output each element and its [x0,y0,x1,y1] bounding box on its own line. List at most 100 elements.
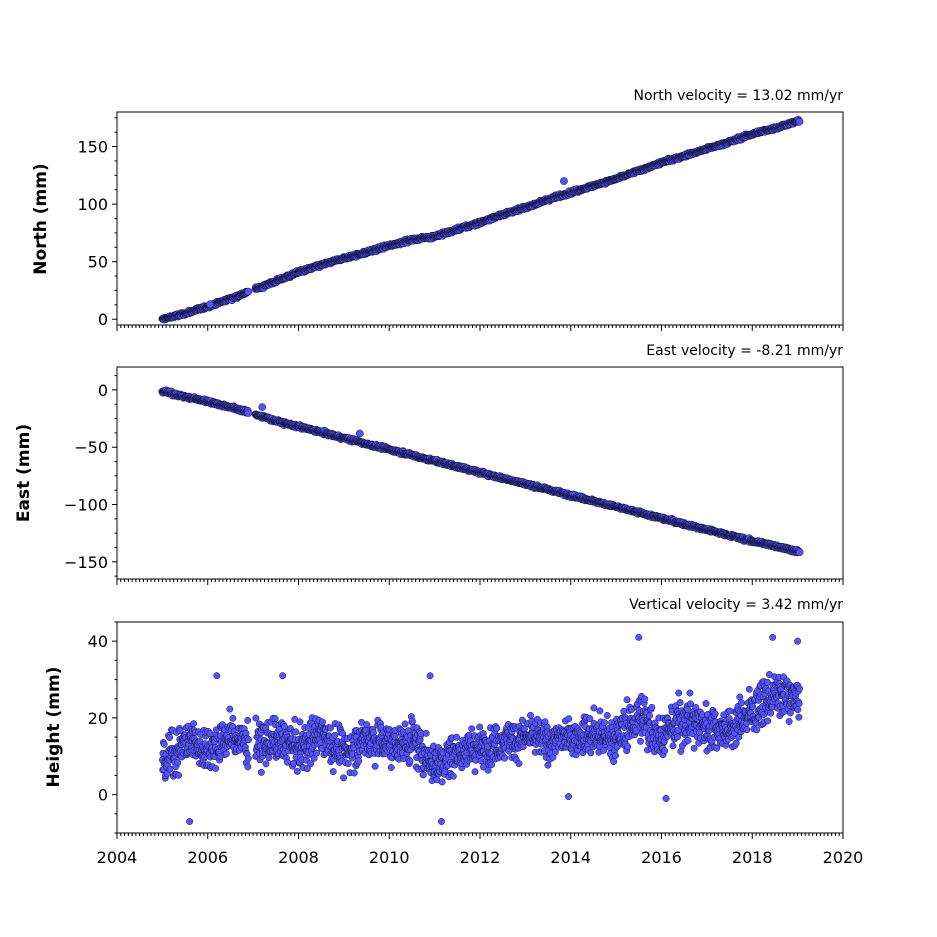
y-tick-label: −50 [74,438,108,457]
data-point [257,768,265,776]
data-point [684,736,692,744]
data-point [271,715,279,722]
data-point [408,717,416,725]
data-point [206,730,214,737]
y-tick-label: 100 [77,195,108,214]
data-point [244,409,253,417]
east-y-ticks: 0−50−100−150 [64,375,117,577]
data-point [226,705,234,713]
height-panel: Vertical velocity = 3.42 mm/yr Height (m… [44,597,863,867]
data-point [587,749,595,757]
data-point [391,732,399,740]
data-point [190,720,197,728]
east-velocity-title: East velocity = -8.21 mm/yr [646,343,843,359]
y-tick-label: 50 [88,253,108,272]
data-point [603,712,611,719]
data-point [244,755,252,762]
data-point [166,734,174,741]
data-point [600,719,608,727]
data-point [175,771,183,779]
data-point [313,749,321,757]
data-point [476,723,484,731]
data-point [674,733,681,741]
data-point [258,403,267,411]
data-point [596,707,604,715]
data-point [319,718,326,726]
data-point [422,729,430,737]
north-axis-label: North (mm) [31,163,51,274]
data-point [281,723,288,731]
data-point [648,703,656,711]
east-points [158,386,804,557]
data-point [290,759,298,767]
north-panel: North velocity = 13.02 mm/yr North (mm) … [31,88,844,331]
data-point [468,725,476,733]
data-point [637,737,644,745]
data-point [675,689,683,697]
data-point [212,764,220,772]
data-point [222,750,230,758]
data-point [590,704,598,712]
data-point [344,760,352,768]
data-point [160,740,168,748]
data-point [244,287,253,296]
data-point [371,762,379,770]
data-point [244,716,252,724]
data-point [687,700,694,708]
data-point [329,768,337,776]
y-tick-label: 150 [77,138,108,157]
height-axis-label: Height (mm) [44,667,64,788]
data-point [438,778,446,786]
data-point [355,757,363,765]
data-point [600,746,608,754]
y-tick-label: −100 [64,496,108,515]
data-point [245,736,252,744]
data-point [453,733,461,741]
data-point [229,714,237,722]
data-point [686,689,694,697]
data-point [265,754,273,762]
data-point [419,771,427,779]
data-point [484,766,492,774]
data-point [296,718,304,726]
data-point [560,177,568,185]
data-point [387,764,395,771]
east-panel: East velocity = -8.21 mm/yr East (mm) 0−… [14,343,844,585]
data-point [340,774,348,782]
data-point [401,720,409,728]
data-point [641,695,649,703]
data-point [449,772,457,780]
data-point [795,117,804,126]
north-velocity-title: North velocity = 13.02 mm/yr [633,88,843,104]
north-y-ticks: 0 50 100 150 [77,117,117,329]
data-point [363,721,371,729]
data-point [355,429,364,438]
data-point [795,548,804,557]
data-point [612,752,620,759]
data-point [252,714,260,722]
data-point [493,724,501,732]
data-point [488,761,495,769]
data-point [292,728,300,736]
north-plot-frame [116,111,844,326]
data-point [544,761,552,769]
data-point [669,742,677,750]
data-point [623,696,631,704]
data-point [610,758,618,766]
data-point [471,768,479,776]
data-point [293,767,301,775]
vertical-velocity-title: Vertical velocity = 3.42 mm/yr [629,597,843,613]
north-x-ticks [116,325,844,331]
data-point [262,760,270,768]
data-point [690,744,698,752]
data-point [501,754,509,762]
data-point [646,712,653,720]
data-point [174,759,182,767]
data-point [661,747,669,755]
y-tick-label: 0 [98,381,108,400]
data-point [624,742,632,750]
data-point [350,769,358,777]
y-tick-label: 0 [98,310,108,329]
data-point [515,760,523,768]
